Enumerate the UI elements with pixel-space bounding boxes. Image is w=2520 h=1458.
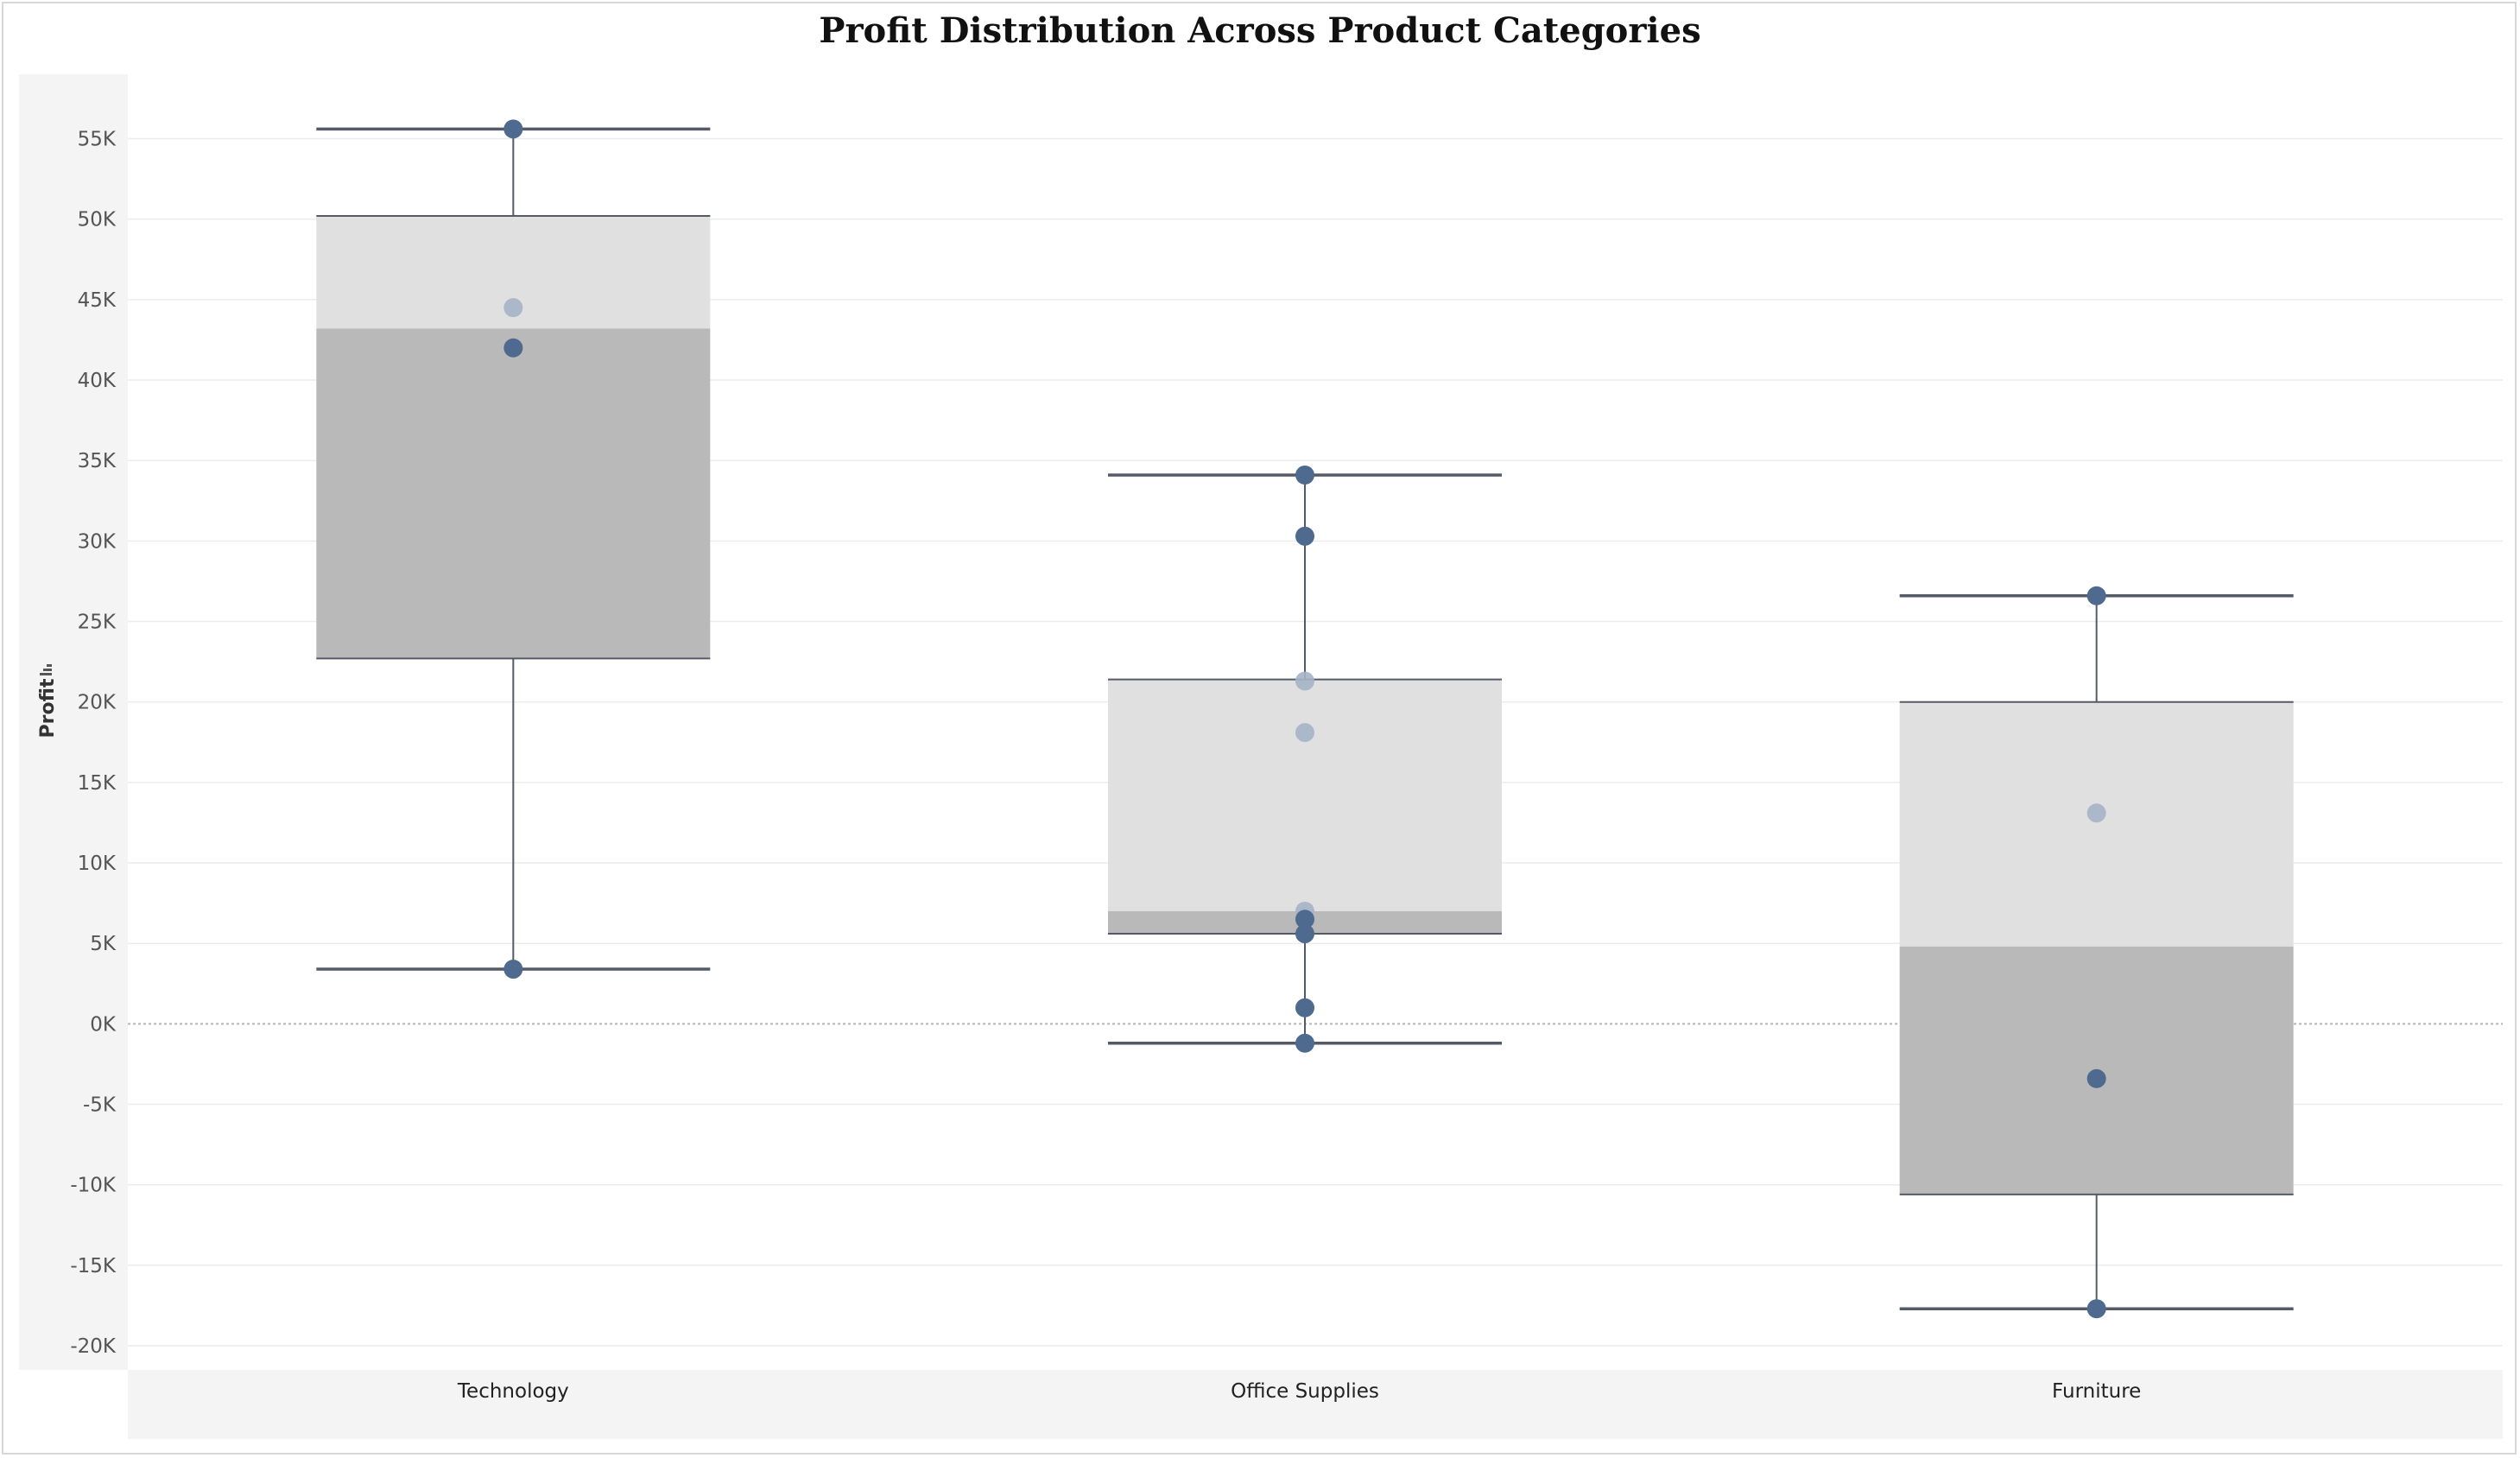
data-point (1295, 910, 1314, 929)
y-tick-label: 0K (90, 1013, 117, 1036)
y-axis-title: Profit (37, 678, 59, 738)
data-point (1295, 1033, 1314, 1053)
category-labels: Technology Office Supplies Furniture (457, 1380, 2141, 1403)
y-tick-label: 15K (78, 772, 117, 795)
data-point (2086, 1068, 2106, 1088)
y-tick-label: 5K (90, 933, 117, 955)
y-tick-label: -20K (70, 1335, 117, 1358)
data-point (1295, 526, 1314, 546)
category-label: Office Supplies (1231, 1380, 1379, 1403)
box-upper-1 (1108, 679, 1502, 911)
chart-title: Profit Distribution Across Product Categ… (819, 10, 1701, 51)
data-point (503, 298, 523, 318)
boxes (316, 215, 2294, 1195)
data-point (1295, 465, 1314, 485)
data-point (1295, 723, 1314, 743)
sort-icon[interactable] (40, 664, 52, 675)
data-point (2086, 1299, 2106, 1319)
y-tick-label: 40K (78, 370, 117, 392)
y-tick-label: -10K (70, 1175, 117, 1197)
y-axis-title-group: Profit (37, 664, 59, 738)
y-axis-panel (19, 74, 128, 1370)
data-point (1295, 671, 1314, 691)
y-tick-label: 25K (78, 612, 117, 634)
y-tick-label: 45K (78, 289, 117, 312)
data-point (503, 338, 523, 358)
data-point (1295, 998, 1314, 1017)
data-points (503, 119, 2106, 1319)
y-tick-label: 10K (78, 853, 117, 875)
y-tick-label: 20K (78, 692, 117, 714)
category-label: Furniture (2052, 1380, 2141, 1403)
data-point (2086, 586, 2106, 605)
y-tick-label: -15K (70, 1255, 117, 1277)
x-axis-panel (128, 1370, 2503, 1439)
y-tick-label: 50K (78, 209, 117, 231)
category-label: Technology (457, 1380, 569, 1403)
y-tick-labels: 55K 50K 45K 40K 35K 30K 25K 20K 15K 10K 5K 0K -5K -10… (70, 129, 117, 1359)
y-tick-label: 35K (78, 450, 117, 472)
data-point (503, 960, 523, 979)
y-tick-label: -5K (83, 1094, 117, 1117)
box-lower-0 (316, 328, 711, 659)
y-tick-label: 55K (78, 129, 117, 151)
box-upper-2 (1899, 701, 2294, 947)
data-point (503, 119, 523, 139)
data-point (2086, 803, 2106, 823)
y-tick-label: 30K (78, 530, 117, 553)
data-point (1295, 924, 1314, 944)
